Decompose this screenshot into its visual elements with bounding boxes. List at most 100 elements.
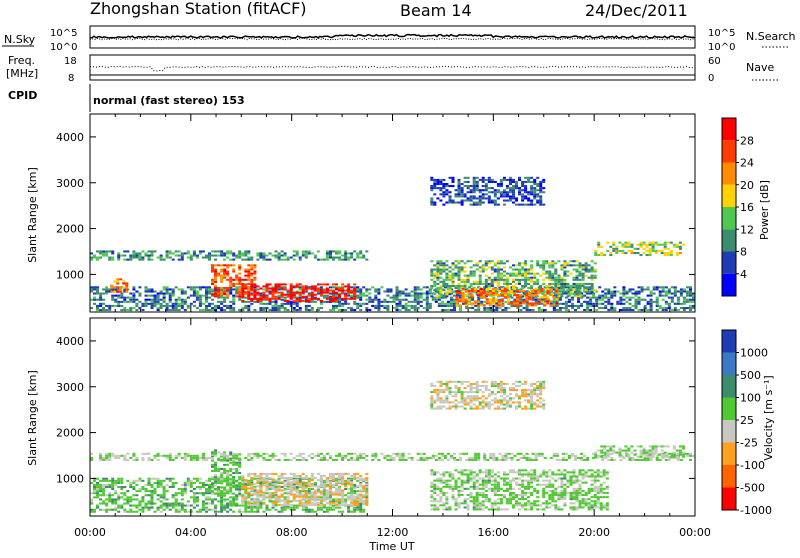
power-cell — [503, 177, 506, 179]
velocity-cell — [208, 488, 211, 490]
velocity-cell — [356, 455, 359, 457]
power-cell — [627, 244, 630, 246]
power-cell — [455, 260, 458, 262]
power-cell — [662, 295, 665, 297]
velocity-cell — [353, 492, 356, 494]
power-cell — [272, 309, 275, 311]
power-cell — [232, 269, 235, 271]
velocity-cell — [335, 489, 338, 491]
power-cell — [414, 288, 417, 290]
power-cell — [436, 283, 439, 285]
power-cell — [464, 181, 467, 183]
velocity-cell — [232, 498, 235, 500]
velocity-cell — [353, 511, 356, 513]
power-cell — [365, 250, 368, 252]
power-cell — [494, 271, 497, 273]
velocity-cell — [356, 509, 359, 511]
power-cell — [549, 290, 552, 292]
velocity-cell — [111, 498, 114, 500]
power-cell — [445, 291, 448, 293]
velocity-cell — [571, 453, 574, 455]
velocity-cell — [175, 500, 178, 502]
velocity-cell — [211, 490, 214, 492]
power-cell — [498, 290, 501, 292]
power-cell — [585, 283, 588, 285]
power-cell — [458, 262, 461, 264]
power-cell — [565, 301, 568, 303]
power-cell — [570, 260, 573, 262]
velocity-cell — [383, 457, 386, 459]
power-cell — [543, 302, 546, 304]
power-cell — [503, 283, 506, 285]
power-cell — [471, 290, 474, 292]
power-cell — [296, 283, 299, 285]
power-cell — [247, 269, 250, 271]
power-cell — [356, 252, 359, 254]
velocity-cell — [293, 494, 296, 496]
power-cell — [205, 286, 208, 288]
velocity-cell — [223, 455, 226, 457]
power-cell — [439, 183, 442, 185]
power-cell — [235, 277, 238, 279]
power-cell — [485, 183, 488, 185]
power-cell — [573, 289, 576, 291]
velocity-cell — [350, 481, 353, 483]
velocity-cell — [138, 509, 141, 511]
velocity-cell — [532, 453, 535, 455]
velocity-cell — [371, 455, 374, 457]
velocity-cell — [123, 511, 126, 513]
velocity-cell — [365, 483, 368, 485]
power-cell — [356, 291, 359, 293]
power-cell — [359, 250, 362, 252]
velocity-cell — [229, 470, 232, 472]
power-cell — [494, 202, 497, 204]
power-cell — [516, 302, 519, 304]
power-cell — [414, 299, 417, 301]
velocity-cell — [229, 459, 232, 461]
power-cell — [439, 193, 442, 195]
power-cell — [220, 277, 223, 279]
velocity-cell — [356, 473, 359, 475]
power-cell — [683, 299, 686, 301]
power-cell — [659, 305, 662, 307]
power-cell — [607, 291, 610, 293]
power-cell — [353, 259, 356, 261]
power-cell — [178, 259, 181, 261]
power-cell — [458, 179, 461, 181]
power-cell — [178, 255, 181, 257]
power-cell — [232, 301, 235, 303]
power-cell — [445, 185, 448, 187]
velocity-cell — [266, 489, 269, 491]
power-cell — [151, 295, 154, 297]
power-cell — [132, 288, 135, 290]
power-cell — [622, 307, 625, 309]
velocity-cell — [232, 480, 235, 482]
power-cell — [506, 281, 509, 283]
velocity-cell — [154, 482, 157, 484]
power-cell — [244, 269, 247, 271]
power-cell — [102, 303, 105, 305]
power-cell — [160, 305, 163, 307]
power-cell — [393, 301, 396, 303]
velocity-cell — [96, 486, 99, 488]
velocity-cell — [341, 492, 344, 494]
velocity-cell — [211, 478, 214, 480]
power-cell — [371, 286, 374, 288]
power-cell — [266, 290, 269, 292]
power-cell — [668, 288, 671, 290]
velocity-cell — [329, 502, 332, 504]
velocity-cell — [199, 488, 202, 490]
power-cell — [609, 252, 612, 254]
power-cell — [536, 281, 539, 283]
velocity-cell — [235, 489, 238, 491]
power-cell — [250, 285, 253, 287]
power-cell — [519, 290, 522, 292]
power-cell — [386, 295, 389, 297]
velocity-cell — [196, 457, 199, 459]
power-cell — [504, 290, 507, 292]
power-cell — [287, 309, 290, 311]
power-cell — [132, 299, 135, 301]
power-cell — [563, 262, 566, 264]
power-cell — [350, 257, 353, 259]
power-cell — [229, 250, 232, 252]
